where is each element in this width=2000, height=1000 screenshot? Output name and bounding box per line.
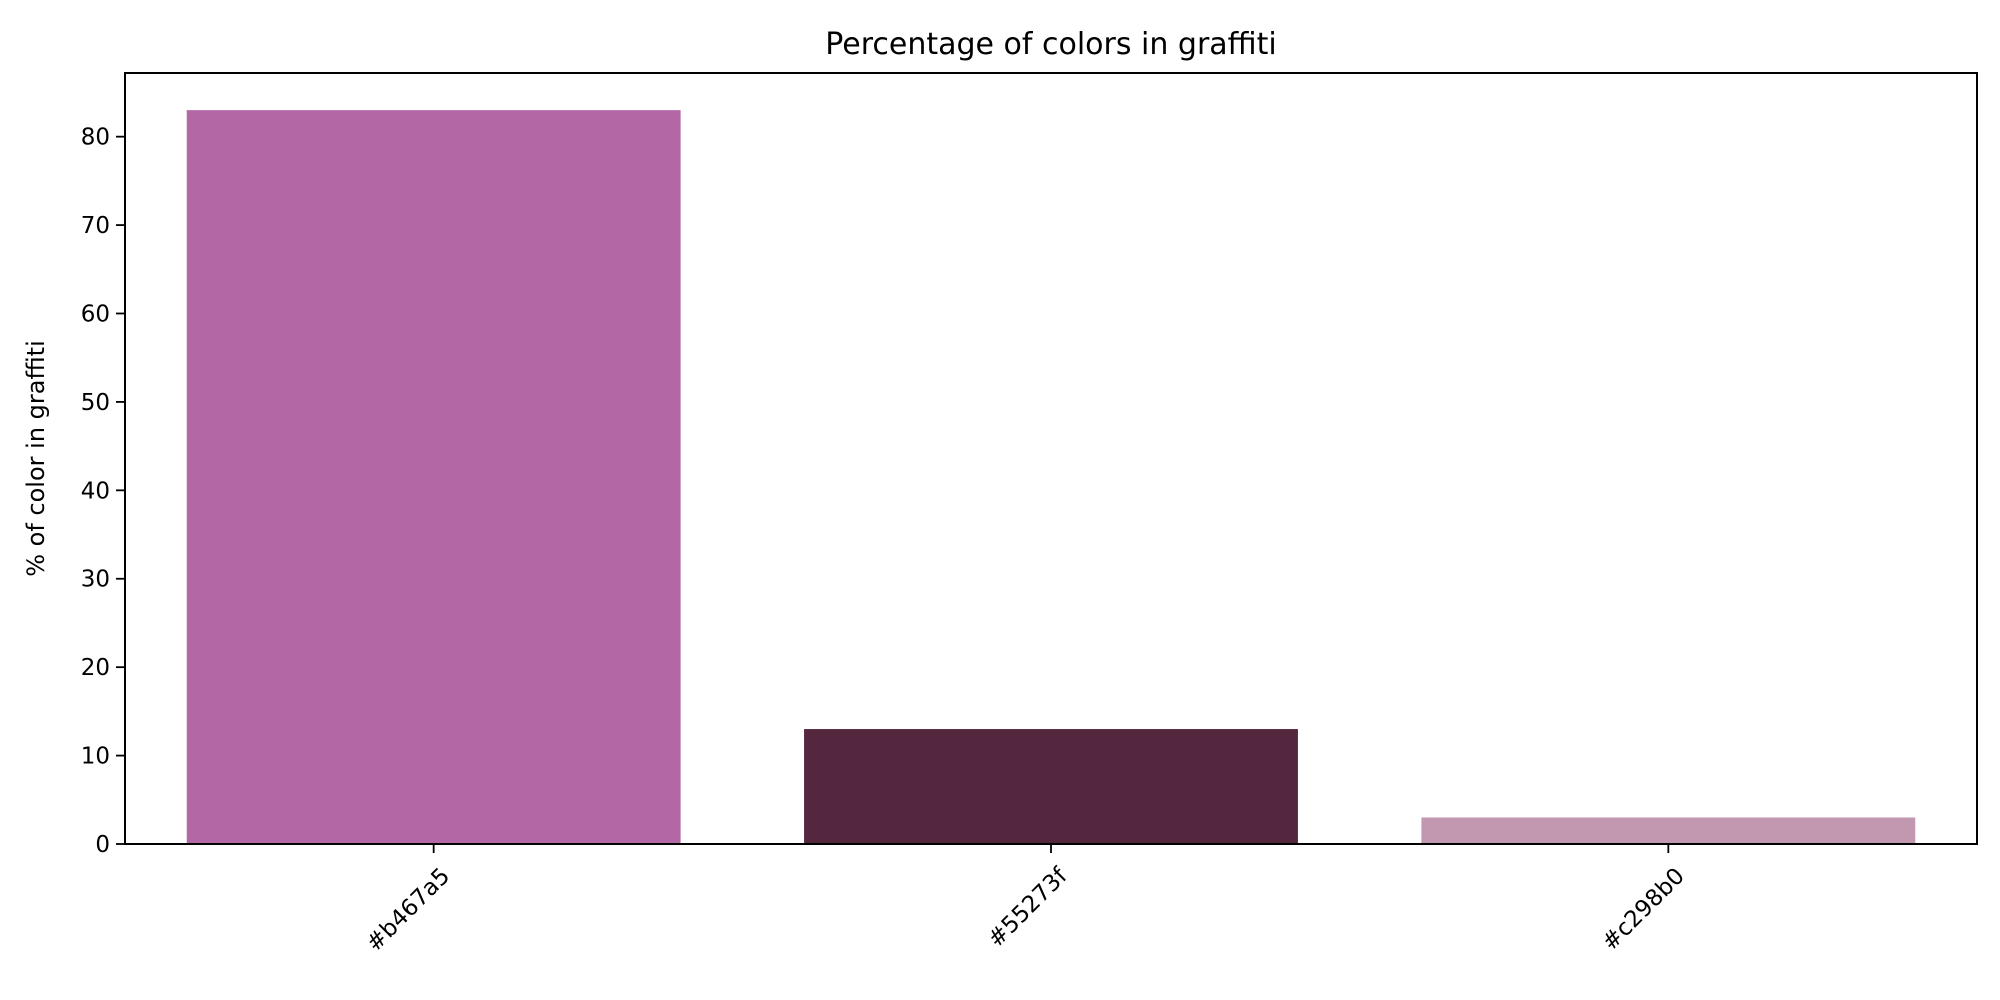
bars bbox=[186, 110, 1916, 845]
bar-c298b0 bbox=[1421, 817, 1916, 844]
y-tick-label: 80 bbox=[81, 125, 110, 151]
y-tick-label: 70 bbox=[81, 213, 110, 239]
y-axis-label: % of color in graffiti bbox=[22, 340, 50, 577]
y-tick-label: 0 bbox=[95, 832, 110, 858]
y-tick-label: 10 bbox=[81, 744, 110, 770]
chart-title: Percentage of colors in graffiti bbox=[825, 27, 1277, 62]
x-tick-label: #b467a5 bbox=[362, 863, 456, 957]
x-axis: #b467a5 #55273f #c298b0 bbox=[362, 844, 1690, 957]
y-tick-label: 60 bbox=[81, 301, 110, 327]
bar-55273f bbox=[804, 729, 1298, 844]
y-tick-label: 20 bbox=[81, 655, 110, 681]
y-tick-label: 30 bbox=[81, 567, 110, 593]
x-tick-label: #55273f bbox=[983, 863, 1073, 953]
x-tick-label: #c298b0 bbox=[1597, 863, 1690, 956]
bar-b467a5 bbox=[186, 110, 681, 845]
y-tick-label: 40 bbox=[81, 478, 110, 504]
y-axis: 0 10 20 30 40 50 60 70 80 bbox=[81, 125, 125, 858]
y-tick-label: 50 bbox=[81, 390, 110, 416]
